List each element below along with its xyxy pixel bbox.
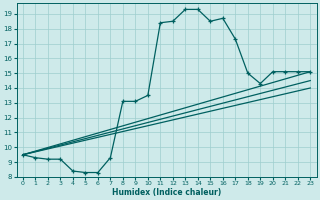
X-axis label: Humidex (Indice chaleur): Humidex (Indice chaleur) [112, 188, 221, 197]
